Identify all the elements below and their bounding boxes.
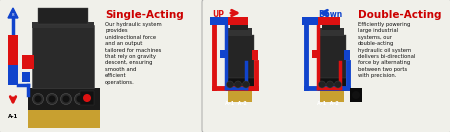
Circle shape <box>32 93 44 105</box>
Circle shape <box>76 95 84 103</box>
Circle shape <box>83 94 91 102</box>
Text: Down: Down <box>318 10 342 19</box>
Bar <box>226 35 254 78</box>
Bar <box>8 65 18 85</box>
Bar <box>316 17 340 25</box>
FancyBboxPatch shape <box>202 0 450 132</box>
Bar <box>210 17 228 25</box>
Circle shape <box>234 81 242 88</box>
Bar <box>228 90 252 102</box>
Bar <box>302 17 340 25</box>
Bar <box>228 28 252 36</box>
Text: UP: UP <box>212 10 224 19</box>
Bar <box>210 17 248 25</box>
Circle shape <box>327 81 333 88</box>
Text: A-1: A-1 <box>8 114 18 119</box>
Bar <box>320 88 344 102</box>
Bar <box>350 88 362 102</box>
Text: A-1  A-2: A-1 A-2 <box>225 101 247 106</box>
Circle shape <box>35 95 41 103</box>
Bar <box>312 50 317 58</box>
Bar <box>38 8 88 24</box>
Bar <box>320 28 344 36</box>
Bar <box>8 35 18 65</box>
Circle shape <box>49 95 55 103</box>
Circle shape <box>319 81 325 88</box>
Bar <box>32 22 94 28</box>
Text: Our hydraulic system
provides
unidirectional force
and an output
tailored for ma: Our hydraulic system provides unidirecti… <box>105 22 162 85</box>
Circle shape <box>60 93 72 105</box>
Polygon shape <box>8 8 18 18</box>
Bar <box>22 55 34 69</box>
Bar <box>32 25 94 88</box>
Bar <box>28 110 100 128</box>
Circle shape <box>46 93 58 105</box>
Bar <box>344 50 350 60</box>
Text: Single-Acting: Single-Acting <box>105 10 184 20</box>
Bar <box>318 35 346 78</box>
Circle shape <box>352 91 360 99</box>
Circle shape <box>75 93 86 105</box>
Bar <box>302 17 318 25</box>
Text: 8: 8 <box>12 13 14 17</box>
Bar <box>80 91 94 105</box>
Circle shape <box>226 81 234 88</box>
Circle shape <box>334 81 342 88</box>
Circle shape <box>63 95 69 103</box>
Text: Efficiently powering
large industrial
systems, our
double-acting
hydraulic oil s: Efficiently powering large industrial sy… <box>358 22 415 78</box>
Bar <box>28 88 100 110</box>
Bar <box>226 78 254 91</box>
Bar <box>226 17 248 25</box>
Bar <box>252 50 258 60</box>
FancyBboxPatch shape <box>0 0 205 132</box>
Bar <box>318 78 346 91</box>
Bar <box>220 50 225 58</box>
Bar <box>228 88 252 90</box>
Text: Double-Acting: Double-Acting <box>358 10 441 20</box>
Text: A-1  A-2: A-1 A-2 <box>317 101 339 106</box>
Bar <box>230 18 248 30</box>
Circle shape <box>243 81 249 88</box>
Bar <box>322 18 340 30</box>
Bar <box>22 72 30 82</box>
